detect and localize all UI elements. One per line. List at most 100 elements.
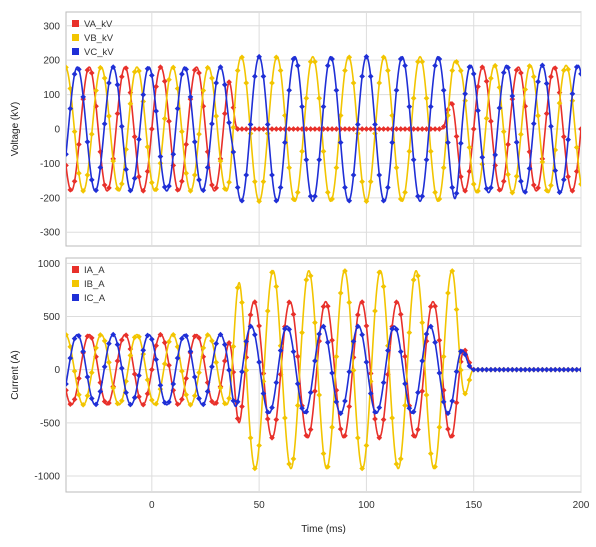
- data-point-marker: [513, 173, 520, 180]
- data-point-marker: [449, 184, 456, 191]
- data-point-marker: [380, 416, 387, 423]
- data-point-marker: [355, 312, 361, 318]
- data-point-marker: [449, 398, 456, 404]
- data-point-marker: [573, 168, 580, 175]
- data-point-marker: [406, 405, 413, 412]
- data-point-marker: [355, 323, 361, 330]
- data-point-marker: [393, 326, 400, 333]
- data-point-marker: [453, 368, 460, 375]
- data-point-marker: [376, 172, 383, 178]
- data-point-marker: [67, 401, 74, 407]
- data-point-marker: [161, 399, 168, 406]
- data-point-marker: [346, 368, 353, 375]
- data-point-marker: [389, 326, 395, 332]
- data-point-marker: [329, 196, 335, 202]
- data-point-marker: [324, 463, 331, 470]
- data-point-marker: [221, 400, 228, 407]
- data-point-marker: [363, 323, 370, 329]
- data-point-marker: [543, 366, 550, 373]
- data-point-marker: [217, 158, 224, 164]
- data-point-marker: [286, 164, 292, 171]
- data-point-marker: [71, 335, 78, 342]
- data-point-marker: [187, 348, 194, 355]
- data-point-marker: [294, 353, 301, 360]
- data-point-marker: [97, 388, 104, 395]
- data-point-marker: [187, 188, 194, 194]
- data-point-marker: [320, 103, 327, 110]
- data-point-marker: [234, 67, 241, 74]
- data-point-marker: [492, 366, 498, 373]
- data-point-marker: [440, 87, 447, 94]
- x-tick-label: 200: [573, 500, 590, 511]
- data-point-marker: [479, 154, 486, 161]
- data-point-marker: [136, 68, 142, 74]
- data-point-marker: [561, 366, 567, 373]
- data-point-marker: [393, 87, 400, 94]
- y-tick-label: 100: [43, 90, 60, 101]
- data-point-marker: [234, 415, 241, 422]
- data-point-marker: [144, 390, 151, 397]
- data-point-marker: [213, 340, 220, 347]
- data-point-marker: [526, 165, 533, 172]
- data-point-marker: [449, 101, 456, 107]
- data-point-marker: [179, 178, 185, 185]
- data-point-marker: [153, 83, 159, 90]
- data-point-marker: [380, 126, 387, 132]
- data-point-marker: [170, 151, 177, 158]
- data-point-marker: [88, 177, 95, 183]
- data-point-marker: [260, 390, 267, 397]
- data-point-marker: [333, 87, 340, 94]
- data-point-marker: [367, 390, 374, 397]
- data-point-marker: [427, 323, 434, 330]
- data-point-marker: [88, 335, 95, 341]
- data-point-marker: [183, 66, 189, 73]
- data-point-marker: [67, 105, 74, 112]
- data-point-marker: [221, 358, 228, 364]
- data-point-marker: [303, 95, 310, 102]
- data-point-marker: [239, 299, 245, 306]
- data-point-marker: [496, 366, 503, 373]
- data-point-marker: [342, 184, 348, 191]
- data-point-marker: [76, 170, 82, 177]
- data-point-marker: [483, 115, 490, 122]
- data-point-marker: [316, 126, 323, 132]
- data-point-marker: [260, 73, 267, 80]
- data-point-marker: [269, 126, 275, 132]
- data-point-marker: [500, 128, 507, 135]
- data-point-marker: [166, 399, 172, 405]
- data-point-marker: [372, 409, 378, 415]
- data-point-marker: [226, 367, 232, 373]
- data-point-marker: [380, 283, 387, 290]
- data-point-marker: [66, 387, 69, 394]
- plot-series-area: [66, 53, 581, 205]
- data-point-marker: [543, 80, 550, 87]
- data-point-marker: [500, 69, 507, 76]
- data-point-marker: [196, 131, 202, 138]
- data-point-marker: [209, 120, 215, 127]
- data-point-marker: [556, 189, 563, 196]
- x-tick-label: 150: [465, 500, 482, 511]
- data-point-marker: [380, 197, 387, 204]
- data-point-marker: [299, 329, 305, 336]
- data-point-marker: [123, 65, 129, 71]
- data-point-marker: [273, 197, 280, 204]
- data-point-marker: [470, 71, 477, 77]
- data-point-marker: [88, 131, 95, 138]
- data-point-marker: [230, 124, 237, 131]
- data-point-marker: [127, 401, 134, 408]
- data-point-marker: [76, 333, 82, 339]
- data-point-marker: [277, 67, 284, 74]
- data-point-marker: [427, 148, 434, 155]
- y-tick-label: 0: [54, 365, 60, 376]
- data-point-marker: [355, 121, 361, 128]
- data-point-marker: [106, 80, 112, 86]
- data-point-marker: [252, 73, 258, 80]
- data-point-marker: [252, 331, 258, 338]
- data-point-marker: [230, 397, 237, 404]
- data-point-marker: [290, 348, 297, 355]
- data-point-marker: [376, 269, 383, 276]
- legend-swatch-IA_A: [72, 266, 79, 273]
- x-axis-title: Time (ms): [301, 524, 346, 535]
- data-point-marker: [449, 432, 456, 439]
- legend-label-VB_kV: VB_kV: [84, 33, 114, 44]
